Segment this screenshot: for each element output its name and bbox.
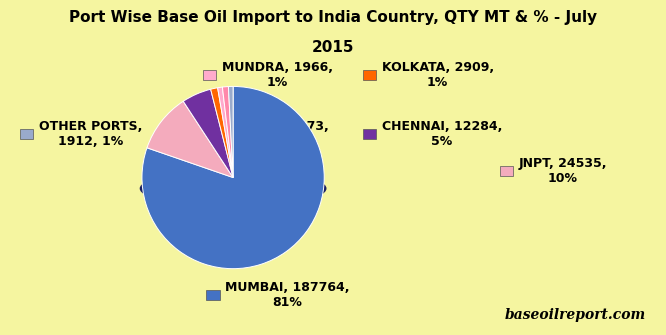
Text: KOLKATA, 2909,
1%: KOLKATA, 2909, 1% <box>382 61 494 89</box>
Text: baseoilreport.com: baseoilreport.com <box>505 308 646 322</box>
FancyBboxPatch shape <box>363 70 376 80</box>
Text: MUNDRA, 1966,
1%: MUNDRA, 1966, 1% <box>222 61 333 89</box>
Text: ENNORE, 2473,
1%: ENNORE, 2473, 1% <box>222 120 328 148</box>
Wedge shape <box>222 86 233 178</box>
Ellipse shape <box>140 170 326 208</box>
Wedge shape <box>210 88 233 178</box>
Text: Port Wise Base Oil Import to India Country, QTY MT & % - July: Port Wise Base Oil Import to India Count… <box>69 10 597 25</box>
Wedge shape <box>147 101 233 178</box>
FancyBboxPatch shape <box>500 166 513 176</box>
Wedge shape <box>228 86 233 178</box>
Text: JNPT, 24535,
10%: JNPT, 24535, 10% <box>518 157 607 185</box>
FancyBboxPatch shape <box>203 70 216 80</box>
Wedge shape <box>218 87 233 178</box>
Wedge shape <box>142 86 324 269</box>
FancyBboxPatch shape <box>203 129 216 139</box>
FancyBboxPatch shape <box>20 129 33 139</box>
Text: CHENNAI, 12284,
5%: CHENNAI, 12284, 5% <box>382 120 502 148</box>
Wedge shape <box>183 89 233 178</box>
Text: OTHER PORTS,
1912, 1%: OTHER PORTS, 1912, 1% <box>39 120 142 148</box>
Text: MUMBAI, 187764,
81%: MUMBAI, 187764, 81% <box>225 281 350 309</box>
Text: 2015: 2015 <box>312 40 354 55</box>
FancyBboxPatch shape <box>363 129 376 139</box>
FancyBboxPatch shape <box>206 290 220 300</box>
